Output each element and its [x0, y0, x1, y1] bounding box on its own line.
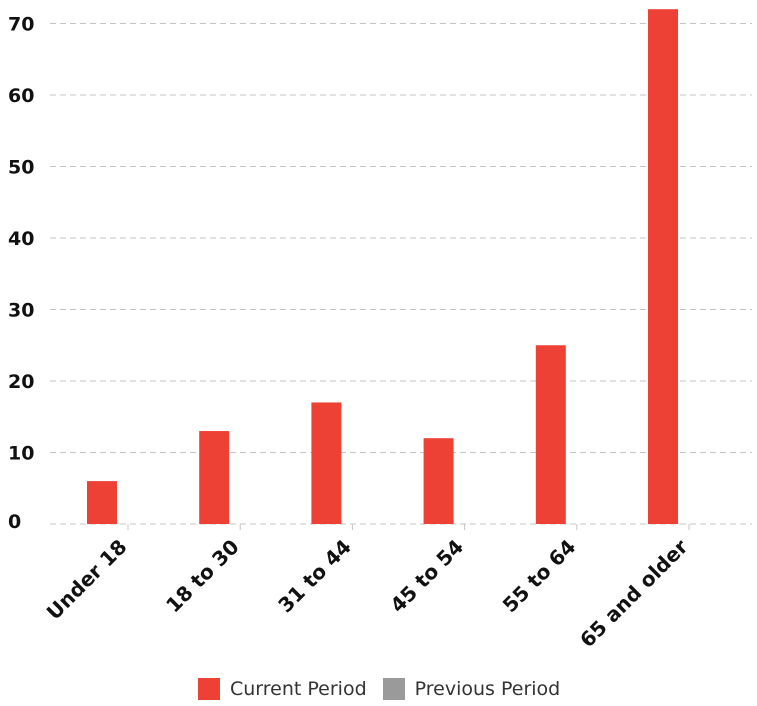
bar-current-5 [648, 9, 678, 524]
legend-swatch-previous [382, 678, 405, 700]
x-tick-label: 45 to 54 [385, 535, 468, 618]
x-tick-label: 31 to 44 [273, 535, 356, 618]
y-tick-label: 30 [8, 300, 34, 322]
y-tick-label: 60 [8, 85, 34, 107]
y-tick-label: 70 [8, 14, 34, 36]
y-tick-label: 20 [8, 371, 34, 393]
gridlines [50, 23, 752, 525]
bar-current-2 [311, 402, 342, 524]
bar-chart: 0 10 20 30 40 50 60 70 Under 18 18 to 30 31 to 44… [8, 9, 752, 652]
y-tick-label: 0 [8, 511, 21, 533]
x-tick-label: Under 18 [42, 535, 132, 625]
x-tick-label: 65 and older [575, 534, 693, 652]
bar-current-0 [87, 481, 117, 524]
legend-label-previous: Previous Period [414, 678, 561, 700]
legend-label-current: Current Period [230, 678, 367, 700]
y-tick-label: 50 [8, 157, 34, 179]
x-tick-label: 18 to 30 [161, 535, 244, 618]
bar-current-4 [535, 345, 566, 524]
legend-item-current: Current Period [198, 678, 367, 700]
legend: Current Period Previous Period [198, 678, 576, 700]
x-axis-ticks: Under 18 18 to 30 31 to 44 45 to 54 55 to 64… [42, 524, 693, 652]
bars [87, 9, 678, 524]
bar-current-3 [423, 438, 454, 524]
legend-swatch-current [198, 678, 220, 700]
legend-item-previous: Previous Period [382, 678, 561, 700]
x-tick-label: 55 to 64 [498, 535, 581, 618]
y-tick-label: 10 [8, 443, 34, 465]
y-tick-label: 40 [8, 228, 34, 250]
y-axis-ticks: 0 10 20 30 40 50 60 70 [8, 14, 34, 534]
bar-current-1 [199, 431, 230, 524]
